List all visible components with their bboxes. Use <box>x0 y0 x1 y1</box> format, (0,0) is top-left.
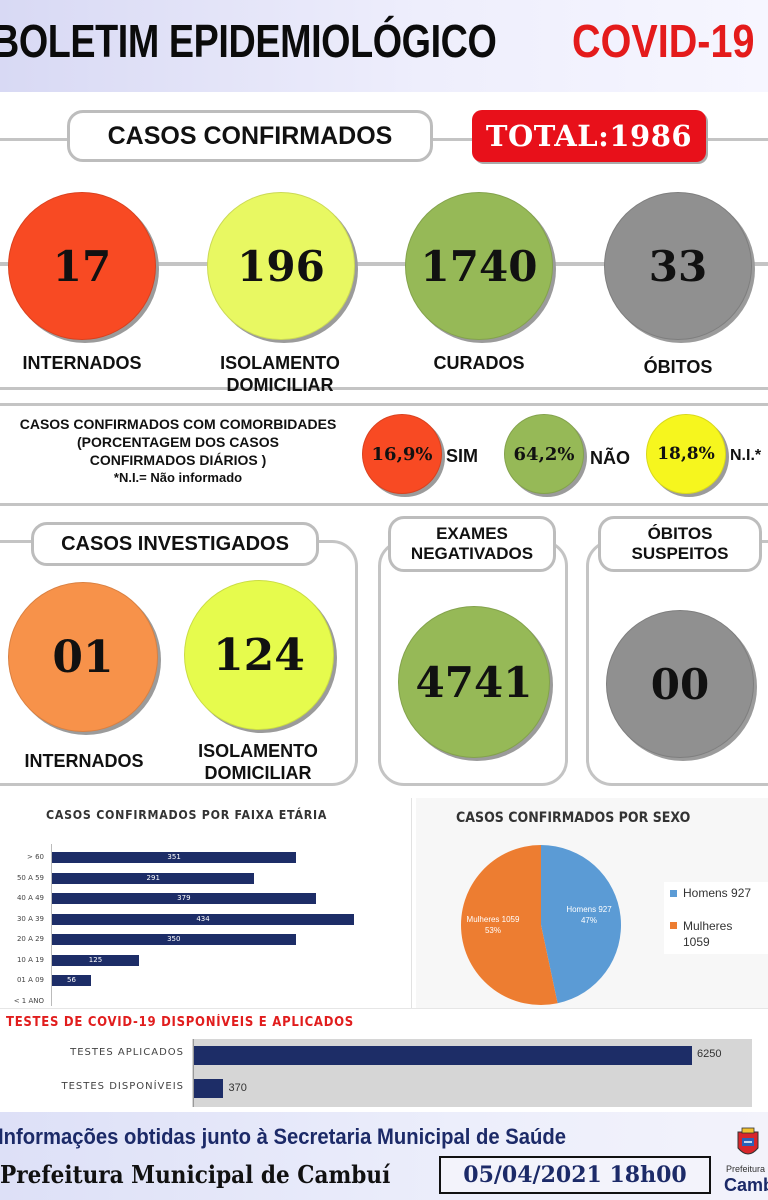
age-label: 10 A 19 <box>16 955 44 964</box>
investigated-label: CASOS INVESTIGADOS <box>31 522 319 566</box>
tests-label-available: TESTES DISPONÍVEIS <box>61 1081 184 1092</box>
legend-homens-swatch <box>670 889 677 897</box>
age-label: 20 A 29 <box>16 935 44 943</box>
age-bar-value: 434 <box>196 914 210 923</box>
comorbid-ni-label: N.I.* <box>730 447 762 464</box>
logo-text-cambui: Cambuí <box>724 1175 768 1195</box>
tests-bar-applied <box>194 1046 692 1065</box>
confirmed-internados-circle: 17 <box>8 192 156 340</box>
pie-legend: Homens 927 Mulheres 1059 <box>664 882 768 954</box>
suspect-label-line1: ÓBITOS <box>647 524 713 543</box>
bulletin-title: BOLETIM EPIDEMIOLÓGICO <box>0 15 497 67</box>
pie-label-mulheres-text: Mulheres 1059 <box>466 915 520 924</box>
sex-chart: CASOS CONFIRMADOS POR SEXO Homens 927 47… <box>416 798 768 1008</box>
covid-title: COVID-19 <box>572 15 755 67</box>
age-bar <box>52 975 91 986</box>
confirmed-curados-circle: 1740 <box>405 192 553 340</box>
age-bar <box>52 954 139 966</box>
city-crest-icon <box>734 1126 762 1162</box>
tests-axis <box>193 1039 194 1107</box>
comorbid-line1: CASOS CONFIRMADOS COM COMORBIDADES <box>19 416 337 432</box>
suspect-label-line2: SUSPEITOS <box>631 544 729 563</box>
footer-banner: Informações obtidas junto à Secretaria M… <box>0 1112 768 1200</box>
confirmed-total-badge: TOTAL:1986 <box>472 110 706 162</box>
age-bar <box>52 852 297 863</box>
footer-source: Informações obtidas junto à Secretaria M… <box>0 1124 566 1149</box>
pie-label-homens-text: Homens 927 <box>566 905 612 914</box>
header-banner: BOLETIM EPIDEMIOLÓGICO COVID-19 <box>0 0 768 92</box>
age-chart-title: CASOS CONFIRMADOS POR FAIXA ETÁRIA <box>46 808 328 822</box>
negatives-circle: 4741 <box>398 606 550 758</box>
comorbid-line2: (PORCENTAGEM DOS CASOS <box>77 434 279 450</box>
comorbid-sim-circle: 16,9% <box>362 414 442 494</box>
logo-text-prefeitura: Prefeitura <box>726 1164 766 1174</box>
age-label: > 60 <box>27 853 44 861</box>
comorbid-nao-circle: 64,2% <box>504 414 584 494</box>
age-label: 40 A 49 <box>16 894 44 902</box>
footer-prefeitura: Prefeitura Municipal de Cambuí <box>0 1160 391 1189</box>
tests-value-available: 370 <box>228 1082 247 1094</box>
sex-pie <box>460 845 621 1005</box>
confirmed-curados-label: CURADOS <box>433 353 525 373</box>
age-label: < 1 ANO <box>13 996 44 1005</box>
pie-slice-mulheres <box>460 845 558 1005</box>
age-bar-value: 350 <box>167 935 181 943</box>
age-label: 30 A 39 <box>16 914 44 923</box>
age-bar <box>52 913 354 925</box>
age-bar-value: 291 <box>146 873 160 882</box>
pie-label-mulheres: Mulheres 1059 53% <box>454 914 532 936</box>
suspect-circle: 00 <box>606 610 754 758</box>
comorbid-line3: CONFIRMADOS DIÁRIOS ) <box>89 452 267 468</box>
footer-date: 05/04/2021 18h00 <box>463 1162 687 1188</box>
age-bar <box>52 872 255 884</box>
age-bar-value: 351 <box>167 853 181 861</box>
comorbid-text: CASOS CONFIRMADOS COM COMORBIDADES (PORC… <box>0 415 356 487</box>
pie-label-homens: Homens 927 47% <box>554 904 624 926</box>
age-bar-value: 125 <box>88 955 103 964</box>
age-chart: CASOS CONFIRMADOS POR FAIXA ETÁRIA > 60 3… <box>0 798 412 1008</box>
age-bar-value: 56 <box>67 976 76 984</box>
confirmed-internados-label: INTERNADOS <box>22 353 142 373</box>
age-bar <box>52 893 316 904</box>
age-label: 50 A 59 <box>16 873 44 882</box>
negatives-label-line1: EXAMES <box>436 524 508 543</box>
investigated-isolamento-label: ISOLAMENTO DOMICILIAR <box>198 741 318 783</box>
age-chart-bars: > 60 351 50 A 59 291 40 A 49 379 30 A 39 434 20 … <box>0 798 412 1008</box>
comorbid-sim-label: SIM <box>446 446 479 466</box>
pie-slice-homens <box>541 845 621 1004</box>
footer-date-box: 05/04/2021 18h00 <box>439 1156 711 1194</box>
confirmed-obitos-label: ÓBITOS <box>643 357 713 377</box>
age-bar <box>52 934 296 945</box>
tests-chart: TESTES DE COVID-19 DISPONÍVEIS E APLICAD… <box>0 1008 768 1108</box>
tests-row-available-bg <box>192 1073 752 1107</box>
tests-bar-available <box>194 1079 224 1098</box>
negatives-label: EXAMES NEGATIVADOS <box>388 516 556 572</box>
comorbid-ni-circle: 18,8% <box>646 414 726 494</box>
pie-label-homens-pct: 47% <box>580 916 597 925</box>
comorbid-nao-label: NÃO <box>590 448 630 468</box>
investigated-internados-label: INTERNADOS <box>24 751 144 771</box>
confirmed-isolamento-circle: 196 <box>207 192 355 340</box>
legend-homens: Homens 927 <box>670 886 762 900</box>
age-chart-axis <box>51 844 52 1006</box>
confirmed-total: TOTAL:1986 <box>485 119 693 153</box>
legend-mulheres-swatch <box>670 922 677 929</box>
pie-label-mulheres-pct: 53% <box>484 926 501 935</box>
sex-chart-title: CASOS CONFIRMADOS POR SEXO <box>456 810 691 826</box>
negatives-label-line2: NEGATIVADOS <box>410 544 534 563</box>
confirmed-label: CASOS CONFIRMADOS <box>67 110 433 162</box>
tests-label-applied: TESTES APLICADOS <box>70 1047 184 1058</box>
age-bar-value: 379 <box>177 894 191 902</box>
confirmed-isolamento-label: ISOLAMENTO DOMICILIAR <box>220 353 340 395</box>
investigated-internados-circle: 01 <box>8 582 158 732</box>
confirmed-obitos-circle: 33 <box>604 192 752 340</box>
comorbid-note: *N.I.= Não informado <box>113 470 243 485</box>
suspect-label: ÓBITOS SUSPEITOS <box>598 516 762 572</box>
tests-chart-title: TESTES DE COVID-19 DISPONÍVEIS E APLICAD… <box>6 1015 354 1030</box>
connector-line <box>0 262 768 266</box>
legend-mulheres: Mulheres 1059 <box>670 918 762 950</box>
investigated-isolamento-circle: 124 <box>184 580 334 730</box>
tests-value-applied: 6250 <box>697 1048 722 1060</box>
age-label: 01 A 09 <box>16 976 44 984</box>
